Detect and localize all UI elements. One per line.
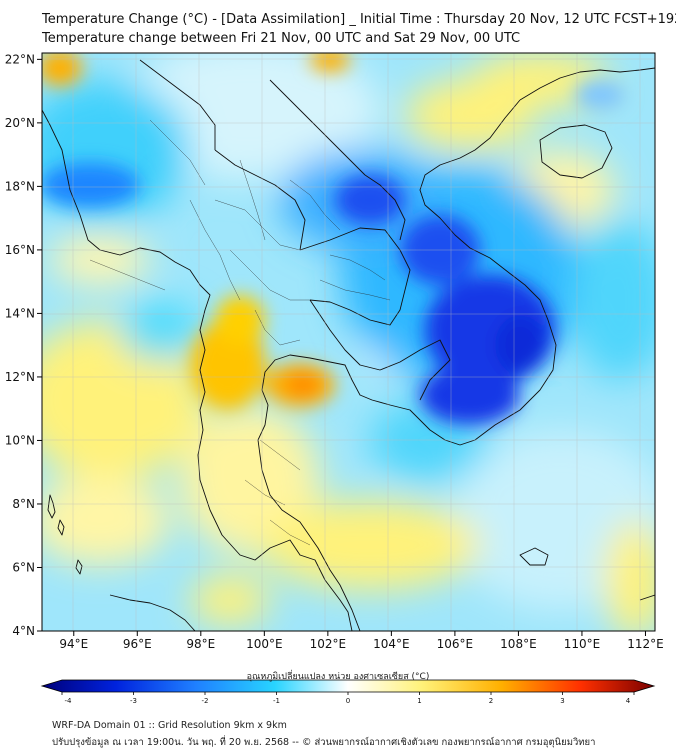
lat-tick-label: 16°N [5,243,35,257]
colorbar-tick-label: -2 [202,697,209,705]
colorbar-tick-label: -3 [130,697,137,705]
lon-tick-label: 102°E [310,637,347,651]
lat-tick-label: 14°N [5,306,35,320]
province-lines [89,119,391,546]
footer-update-info: ปรับปรุงข้อมูล ณ เวลา 19:00น. วัน พฤ. ที… [52,737,596,748]
colorbar-tick-label: 4 [626,697,631,705]
map-frame [41,52,656,632]
title-line-2: Temperature change between Fri 21 Nov, 0… [42,31,521,46]
colorbar-tick-label: 0 [346,697,350,705]
lon-tick-label: 100°E [246,637,283,651]
lat-tick-label: 8°N [12,497,35,511]
lon-tick-label: 106°E [437,637,474,651]
lat-tick-label: 20°N [5,116,35,130]
coastlines [42,59,655,631]
colorbar: -4 -3 -2 -1 0 1 2 3 4 [40,679,656,705]
lat-tick-label: 6°N [12,560,35,574]
colorbar-tick-label: 3 [560,697,564,705]
colorbar-tick-label: -1 [273,697,280,705]
lon-tick-label: 112°E [627,637,664,651]
colorbar-label: อุณหภูมิเปลี่ยนแปลง หน่วย องศาเซลเซียส (… [246,672,430,682]
footer-model-info: WRF-DA Domain 01 :: Grid Resolution 9km … [52,720,287,731]
colorbar-tick-label: 2 [489,697,493,705]
graticule [42,53,655,631]
lon-tick-label: 108°E [500,637,537,651]
lon-tick-label: 98°E [186,637,215,651]
colorbar-tick-label: -4 [65,697,73,705]
lat-tick-label: 4°N [12,624,35,638]
longitude-axis: 94°E 96°E 98°E 100°E 102°E 104°E 106°E 108°E 110… [59,631,664,651]
lon-tick-label: 104°E [373,637,410,651]
temperature-field [42,53,655,631]
title-line-1: Temperature Change (°C) - [Data Assimila… [42,12,676,27]
lon-tick-label: 94°E [59,637,88,651]
lat-tick-label: 12°N [5,370,35,384]
latitude-axis: 22°N 20°N 18°N 16°N 14°N 12°N 10°N 8°N 6°N 4°N [5,52,42,638]
lat-tick-label: 22°N [5,52,35,66]
colorbar-tick-label: 1 [417,697,421,705]
lat-tick-label: 10°N [5,433,35,447]
lon-tick-label: 96°E [123,637,152,651]
lon-tick-label: 110°E [564,637,601,651]
lat-tick-label: 18°N [5,179,35,193]
